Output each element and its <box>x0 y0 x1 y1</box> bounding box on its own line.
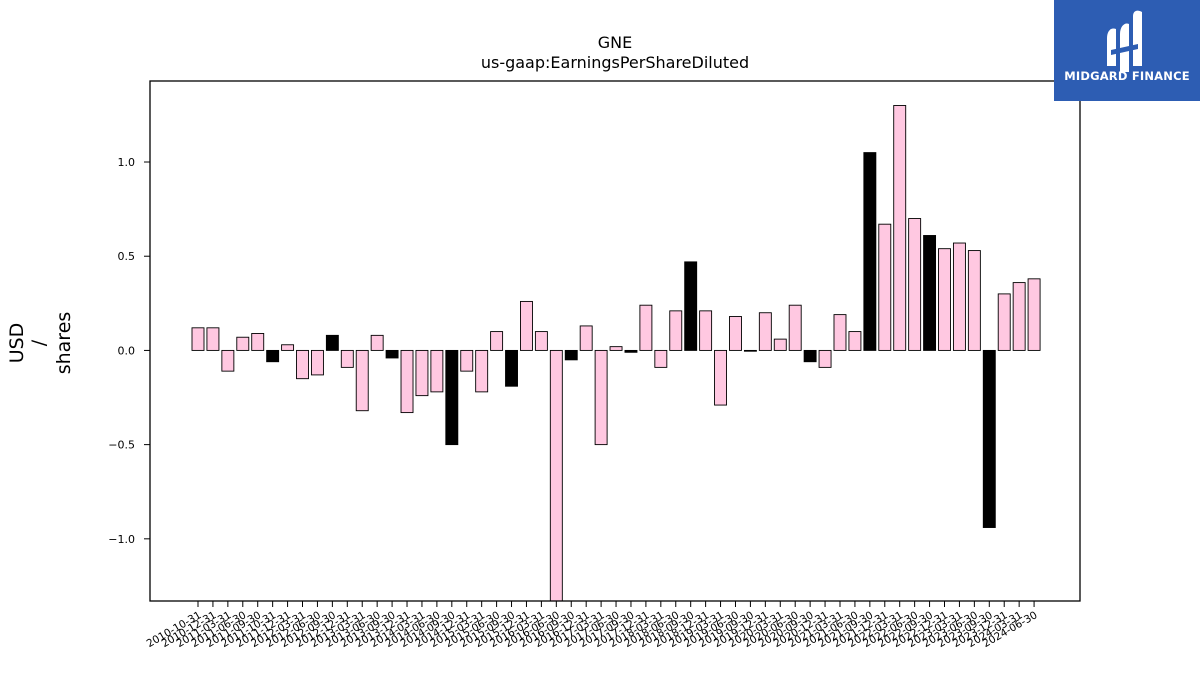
bar-2023-03-31 <box>952 242 966 351</box>
bar-2023-06-30 <box>967 250 981 351</box>
y-axis-label: USD / shares <box>6 312 75 375</box>
bar-2015-03-31 <box>475 349 489 393</box>
bar-2013-03-31 <box>355 349 369 412</box>
bar-2019-03-31 <box>714 349 727 406</box>
bar-2015-09-30 <box>505 349 518 387</box>
y-tick-label: −0.5 <box>108 439 135 452</box>
y-axis-label-line-3: shares <box>53 312 75 375</box>
y-ticks: −1.0 −0.5 0.0 0.5 1.0 <box>108 156 150 546</box>
bar-2010-12-31 <box>206 327 220 351</box>
brand-logo-icon <box>1107 10 1142 72</box>
bar-2017-09-30 <box>624 349 638 353</box>
bar-2014-12-31 <box>460 349 474 372</box>
y-axis-label-line-2: / <box>28 339 50 346</box>
bar-2018-09-30 <box>684 261 698 351</box>
x-ticks: 2010-10-312010-12-312011-03-312011-06-30… <box>145 601 1040 650</box>
bar-2024-03-31 <box>1012 282 1026 351</box>
bar-2011-10-31 <box>266 349 280 363</box>
y-tick-label: 0.5 <box>118 250 136 263</box>
bar-2021-03-31 <box>833 314 847 351</box>
bar-2020-12-31 <box>818 349 832 368</box>
chart-subtitle: us-gaap:EarningsPerShareDiluted <box>481 53 749 72</box>
bar-2016-09-30 <box>564 349 578 361</box>
bar-2014-06-30 <box>430 349 444 393</box>
bar-2024-06-30 <box>1027 278 1041 351</box>
y-tick-label: −1.0 <box>108 533 135 546</box>
bar-2017-03-31 <box>594 349 608 446</box>
bar-2010-10-31 <box>191 327 205 351</box>
bars <box>191 105 1041 602</box>
chart-title: GNE <box>598 33 632 52</box>
bar-2012-03-31 <box>296 349 309 380</box>
bar-2015-12-31 <box>520 300 533 351</box>
bar-2021-09-30 <box>863 152 877 351</box>
bar-2012-09-30 <box>325 334 339 351</box>
bar-2019-06-30 <box>729 316 742 351</box>
bar-2020-09-30 <box>803 349 817 363</box>
y-axis-label-line-1: USD <box>6 323 28 364</box>
bar-2018-06-30 <box>669 310 683 351</box>
y-tick-label: 1.0 <box>118 156 136 169</box>
bar-2016-06-30 <box>549 349 563 602</box>
bar-2012-06-30 <box>310 349 324 376</box>
bar-2021-12-31 <box>878 223 892 351</box>
bar-2013-12-31 <box>400 349 414 414</box>
bar-2018-03-31 <box>654 349 668 368</box>
bar-2021-06-30 <box>848 331 862 351</box>
bar-2020-06-30 <box>788 304 802 351</box>
bar-2022-09-30 <box>923 235 937 351</box>
bar-2011-09-30 <box>251 333 265 351</box>
bar-2020-03-31 <box>773 338 787 351</box>
brand-name: MIDGARD FINANCE <box>1064 69 1190 83</box>
bar-2023-12-31 <box>997 293 1011 351</box>
bar-2022-06-30 <box>908 218 922 351</box>
bar-2013-09-30 <box>385 349 399 359</box>
bar-2019-09-30 <box>743 349 757 352</box>
bar-2018-12-31 <box>699 310 713 351</box>
brand-logo: MIDGARD FINANCE <box>1054 0 1200 101</box>
bar-2017-12-31 <box>639 304 653 351</box>
bar-2011-03-31 <box>221 349 235 372</box>
bar-2011-06-30 <box>236 336 250 351</box>
plot-frame <box>149 80 1081 602</box>
bar-2014-09-30 <box>445 349 459 446</box>
bar-2013-06-30 <box>370 334 384 351</box>
bar-2016-12-31 <box>579 325 593 351</box>
bar-2023-09-30 <box>982 349 996 528</box>
bar-2016-03-31 <box>534 331 548 351</box>
bar-2014-03-31 <box>415 349 429 397</box>
bar-2022-03-31 <box>893 105 907 351</box>
y-tick-label: 0.0 <box>118 344 136 357</box>
bar-2022-12-31 <box>938 248 951 351</box>
bar-2012-12-31 <box>340 349 354 368</box>
bar-2015-06-30 <box>490 331 504 351</box>
bar-2019-12-31 <box>758 312 772 351</box>
bar-2017-06-30 <box>609 346 623 351</box>
bar-2011-12-31 <box>281 344 295 351</box>
